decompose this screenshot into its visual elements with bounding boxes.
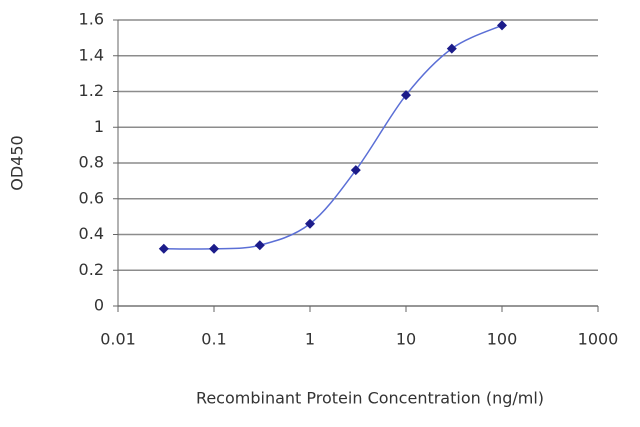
y-tick-label: 1.4 (79, 45, 104, 64)
y-tick-label: 1.2 (79, 81, 104, 100)
y-tick-label: 0 (94, 296, 104, 315)
point (350, 165, 361, 176)
point (446, 43, 457, 54)
y-tick-label: 0.4 (79, 224, 104, 243)
point (158, 243, 169, 254)
x-tick-label: 1 (305, 330, 315, 349)
x-tick-label: 10 (396, 330, 416, 349)
y-tick-label: 1 (94, 117, 104, 136)
y-tick-label: 1.6 (79, 10, 104, 29)
y-axis-label: OD450 (8, 135, 27, 190)
y-tick-label: 0.2 (79, 260, 104, 279)
point (209, 243, 219, 254)
x-tick-label: 0.01 (100, 330, 136, 349)
y-tick-label: 0.6 (79, 188, 104, 207)
point (254, 240, 265, 251)
curve (163, 24, 503, 250)
point (305, 218, 315, 229)
x-tick-label: 0.1 (201, 330, 226, 349)
point (401, 90, 411, 101)
x-tick-label: 100 (487, 330, 518, 349)
x-tick-label: 1000 (578, 330, 619, 349)
x-axis-label: Recombinant Protein Concentration (ng/ml… (196, 389, 544, 408)
y-tick-label: 0.8 (79, 153, 104, 172)
point (497, 20, 507, 31)
